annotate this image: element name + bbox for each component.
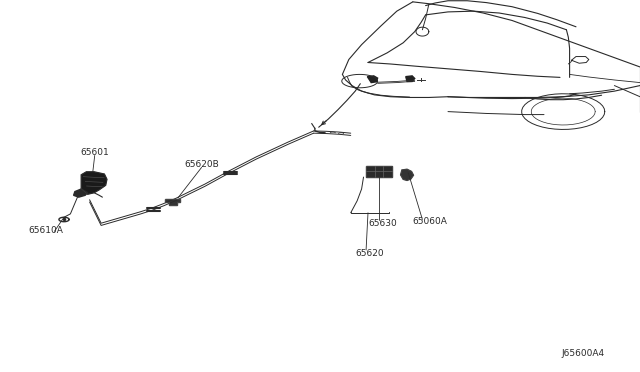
Text: 65060A: 65060A (413, 217, 447, 226)
Polygon shape (74, 189, 88, 197)
Polygon shape (81, 172, 107, 194)
Polygon shape (366, 166, 392, 177)
Polygon shape (165, 199, 180, 205)
Text: 65610A: 65610A (29, 226, 63, 235)
Text: 65620B: 65620B (184, 160, 219, 169)
Text: 65601: 65601 (81, 148, 109, 157)
Text: J65600A4: J65600A4 (562, 349, 605, 358)
Text: 65620: 65620 (356, 249, 384, 258)
Polygon shape (401, 169, 413, 180)
Text: 65630: 65630 (369, 219, 397, 228)
Polygon shape (367, 76, 378, 83)
Polygon shape (406, 76, 415, 81)
